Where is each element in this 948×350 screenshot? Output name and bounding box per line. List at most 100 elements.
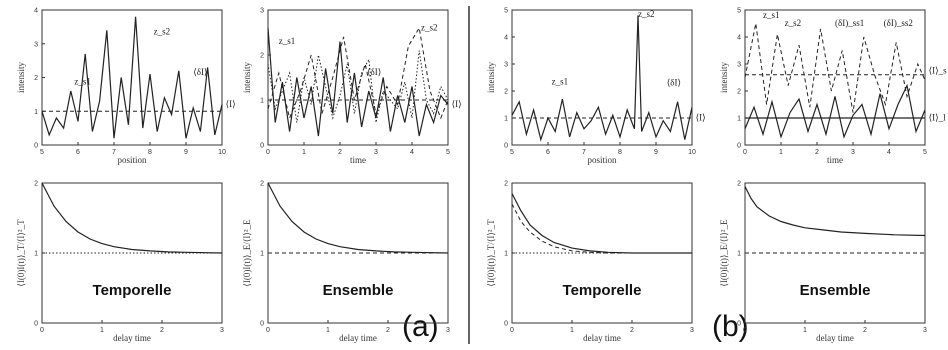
y-tick-label: 0 <box>34 321 38 328</box>
x-tick-label: 0 <box>743 327 747 334</box>
series-line-0 <box>744 83 926 139</box>
y-axis-label: intensity <box>16 62 26 93</box>
annotation: z_s2 <box>785 18 802 28</box>
y-tick-label: 1 <box>504 116 508 123</box>
chart-b-top-left: 5 6 7 8 9 10 0 1 2 3 4 5 position intensity z_s1 z_s2 ⟨δ… <box>486 8 706 166</box>
annotation: ⟨I⟩_l <box>929 113 947 123</box>
series-line-0 <box>267 182 449 254</box>
y-tick-label: 1 <box>34 109 38 116</box>
y-tick-label: 0 <box>504 143 508 150</box>
y-tick-label: 1 <box>737 251 741 258</box>
y-tick-label: 3 <box>737 62 741 69</box>
annotation: ⟨I⟩ <box>696 113 706 123</box>
y-tick-label: 0 <box>260 143 264 150</box>
y-tick-label: 5 <box>737 8 741 15</box>
x-tick-label: 10 <box>218 149 226 156</box>
x-tick-label: 0 <box>266 149 270 156</box>
x-tick-label: 2 <box>160 327 164 334</box>
y-tick-label: 0 <box>737 143 741 150</box>
annotation: ⟨δI⟩ <box>193 67 207 77</box>
y-tick-label: 2 <box>34 75 38 82</box>
annotation: z_s1 <box>763 10 780 20</box>
x-tick-label: 2 <box>630 327 634 334</box>
y-tick-label: 2 <box>737 181 741 188</box>
series-line-1 <box>744 23 926 113</box>
y-tick-label: 4 <box>504 35 508 42</box>
x-tick-label: 3 <box>374 149 378 156</box>
x-tick-label: 2 <box>815 149 819 156</box>
y-tick-label: 0 <box>34 143 38 150</box>
x-tick-label: 2 <box>386 327 390 334</box>
x-axis-label: delay time <box>816 333 854 343</box>
y-tick-label: 0 <box>737 321 741 328</box>
series-line-1 <box>267 50 449 123</box>
x-tick-label: 6 <box>546 149 550 156</box>
x-tick-label: 9 <box>654 149 658 156</box>
y-tick-label: 1 <box>34 251 38 258</box>
y-axis-label: ⟨I(0)I(t)⟩_E/⟨I⟩²_E <box>719 219 729 287</box>
x-tick-label: 5 <box>40 149 44 156</box>
x-axis-label: time <box>827 155 843 165</box>
series-line-0 <box>41 16 223 139</box>
series-line-1 <box>511 203 692 254</box>
annotation: (δI)_ss1 <box>835 18 864 28</box>
x-tick-label: 1 <box>570 327 574 334</box>
x-tick-label: 3 <box>690 327 694 334</box>
y-tick-label: 1 <box>260 251 264 258</box>
x-tick-label: 9 <box>184 149 188 156</box>
y-tick-label: 2 <box>504 181 508 188</box>
panel-label: Ensemble <box>323 282 394 299</box>
panel-label: Temporelle <box>93 282 172 299</box>
x-tick-label: 1 <box>803 327 807 334</box>
x-tick-label: 8 <box>618 149 622 156</box>
x-axis-label: delay time <box>339 333 377 343</box>
x-tick-label: 4 <box>410 149 414 156</box>
series-line-0 <box>41 182 223 254</box>
series-line-0 <box>511 193 692 254</box>
chart-a-top-right: 0 1 2 3 4 5 0 1 2 3 time intensity z_s1 z_s2 ⟨δI⟩ ⟨I⟩ <box>242 8 462 166</box>
y-tick-label: 5 <box>504 8 508 15</box>
x-tick-label: 5 <box>446 149 450 156</box>
y-axis-label: intensity <box>486 62 496 93</box>
x-tick-label: 5 <box>510 149 514 156</box>
x-axis-label: delay time <box>113 333 151 343</box>
panel-letter-a: (a) <box>402 310 439 343</box>
series-line-0 <box>267 27 449 137</box>
chart-a-top-left: 5 6 7 8 9 10 0 1 2 3 4 position intensity z_s1 z_s2 ⟨δI… <box>16 8 236 166</box>
x-tick-label: 1 <box>326 327 330 334</box>
y-axis-label: intensity <box>242 62 252 93</box>
x-tick-label: 1 <box>302 149 306 156</box>
panel-label: Temporelle <box>563 282 642 299</box>
y-tick-label: 1 <box>260 98 264 105</box>
x-tick-label: 3 <box>446 327 450 334</box>
x-tick-label: 0 <box>743 149 747 156</box>
x-tick-label: 3 <box>851 149 855 156</box>
y-tick-label: 3 <box>504 62 508 69</box>
plot-frame <box>511 9 693 146</box>
series-line-2 <box>267 26 449 120</box>
y-tick-label: 2 <box>504 89 508 96</box>
x-tick-label: 0 <box>510 327 514 334</box>
annotation: ⟨I⟩ <box>452 99 462 109</box>
x-tick-label: 2 <box>863 327 867 334</box>
x-tick-label: 3 <box>220 327 224 334</box>
x-tick-label: 7 <box>112 149 116 156</box>
y-axis-label: intensity <box>719 62 729 93</box>
annotation: z_s1 <box>74 76 91 86</box>
x-tick-label: 8 <box>148 149 152 156</box>
annotation: z_s1 <box>279 36 296 46</box>
y-tick-label: 1 <box>737 116 741 123</box>
annotation: ⟨δI⟩ <box>667 78 681 88</box>
x-tick-label: 7 <box>582 149 586 156</box>
annotation: (δI)_ss2 <box>884 18 913 28</box>
x-tick-label: 10 <box>688 149 696 156</box>
x-tick-label: 4 <box>887 149 891 156</box>
x-tick-label: 1 <box>779 149 783 156</box>
x-tick-label: 0 <box>40 327 44 334</box>
chart-b-bottom-left: 0 1 2 3 0 1 2 delay time ⟨I(0)I(t)⟩_T/⟨I⟩²_T Temp… <box>486 181 694 344</box>
x-tick-label: 6 <box>76 149 80 156</box>
chart-a-bottom-right: 0 1 2 3 0 1 2 delay time ⟨I(0)I(t)⟩_E/⟨I⟩²_E Ense… <box>242 181 450 344</box>
x-axis-label: position <box>117 155 147 165</box>
y-axis-label: ⟨I(0)I(t)⟩_T/⟨I⟩²_T <box>486 219 496 287</box>
